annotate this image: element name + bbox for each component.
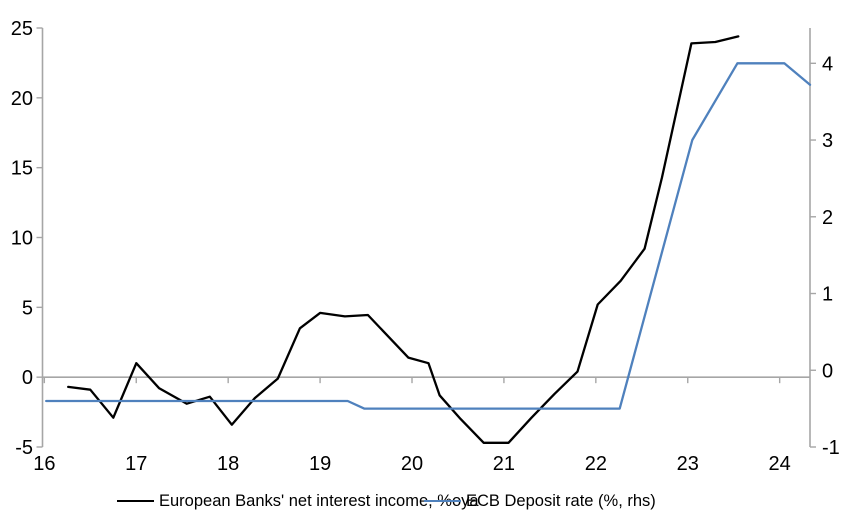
ecb-deposit-rate-line <box>45 62 812 410</box>
left-axis-tick-label: 20 <box>11 88 33 110</box>
net-interest-income-line <box>67 35 740 444</box>
left-axis-tick-label: 25 <box>11 18 33 40</box>
x-axis-tick-label: 24 <box>769 453 791 475</box>
x-axis-tick-label: 17 <box>125 453 147 475</box>
legend-item-net-interest-income: European Banks' net interest income, %oy… <box>117 489 479 513</box>
legend-label-net-interest-income: European Banks' net interest income, %oy… <box>159 492 479 510</box>
x-axis-tick-label: 18 <box>217 453 239 475</box>
right-axis-tick-label: -1 <box>822 437 840 459</box>
left-axis-tick-label: 5 <box>22 297 33 319</box>
x-axis-tick-label: 20 <box>401 453 423 475</box>
x-axis-tick-label: 19 <box>309 453 331 475</box>
left-axis-tick-label: -5 <box>15 437 33 459</box>
x-axis-tick-label: 16 <box>33 453 55 475</box>
left-axis-tick-label: 15 <box>11 158 33 180</box>
x-axis-tick-label: 21 <box>493 453 515 475</box>
right-axis-tick-label: 0 <box>822 360 833 382</box>
left-axis-tick-label: 10 <box>11 228 33 250</box>
right-axis-tick-label: 4 <box>822 53 833 75</box>
nii-line-swatch <box>117 499 154 503</box>
left-axis-tick-label: 0 <box>22 367 33 389</box>
legend-item-ecb-deposit-rate: ECB Deposit rate (%, rhs) <box>424 489 656 513</box>
x-axis-tick-label: 23 <box>677 453 699 475</box>
legend-label-ecb-deposit-rate: ECB Deposit rate (%, rhs) <box>466 492 656 510</box>
x-axis-tick-label: 22 <box>585 453 607 475</box>
right-axis-tick-label: 2 <box>822 207 833 229</box>
legend: European Banks' net interest income, %oy… <box>0 489 852 513</box>
right-axis-tick-label: 1 <box>822 284 833 306</box>
ecb-line-swatch <box>424 499 461 503</box>
right-axis-tick-label: 3 <box>822 130 833 152</box>
